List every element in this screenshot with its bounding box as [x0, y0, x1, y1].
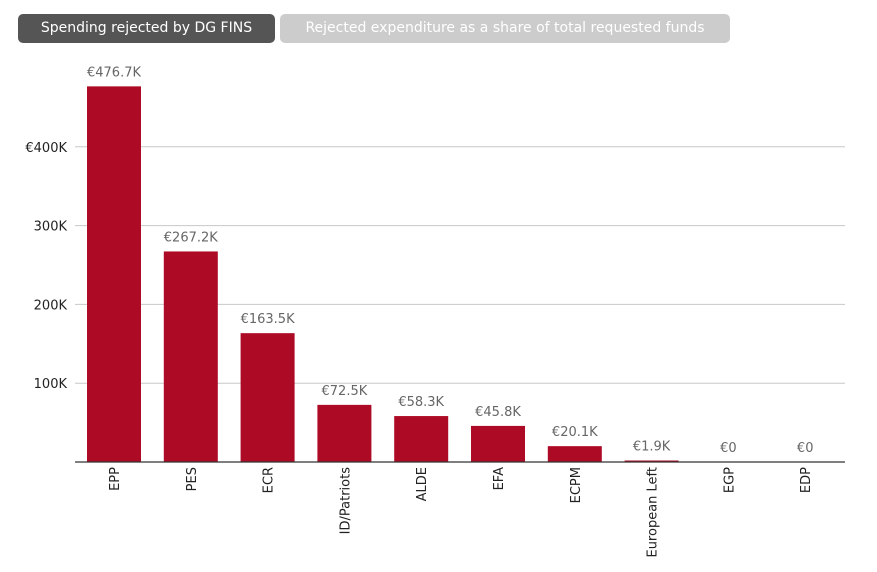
bar[interactable]	[547, 446, 602, 462]
y-tick-label: 300K	[34, 220, 68, 235]
bar[interactable]	[87, 86, 141, 462]
data-label: €0	[720, 441, 737, 456]
y-tick-label: 100K	[34, 377, 68, 392]
data-label: €20.1K	[552, 425, 598, 440]
data-label: €58.3K	[398, 395, 444, 410]
data-label: €476.7K	[87, 65, 141, 80]
x-tick-label: ID/Patriots	[338, 467, 353, 535]
bar[interactable]	[624, 460, 679, 462]
bar[interactable]	[471, 425, 525, 462]
y-tick-label: €400K	[25, 141, 67, 156]
x-tick-label: EFA	[492, 467, 507, 490]
data-label: €267.2K	[164, 230, 218, 245]
x-tick-label: ECPM	[569, 467, 584, 503]
x-tick-label: EGP	[722, 467, 737, 493]
y-tick-label: 200K	[34, 298, 68, 313]
data-label: €72.5K	[322, 384, 368, 399]
x-tick-label: PES	[185, 467, 200, 491]
x-tick-label: EDP	[799, 467, 814, 493]
data-label: €45.8K	[475, 405, 521, 420]
data-label: €163.5K	[241, 312, 295, 327]
tab-spending-rejected[interactable]: Spending rejected by DG FINS	[18, 14, 275, 43]
x-tick-label: ALDE	[415, 467, 430, 501]
bar[interactable]	[240, 333, 295, 462]
x-tick-label: EPP	[108, 467, 123, 491]
bar[interactable]	[394, 416, 449, 462]
bar[interactable]	[163, 251, 218, 462]
data-label: €1.9K	[633, 440, 671, 455]
x-tick-label: European Left	[646, 467, 661, 558]
bar[interactable]	[317, 404, 372, 462]
tab-rejected-share[interactable]: Rejected expenditure as a share of total…	[280, 14, 730, 43]
data-label: €0	[797, 441, 814, 456]
x-tick-label: ECR	[262, 467, 277, 493]
